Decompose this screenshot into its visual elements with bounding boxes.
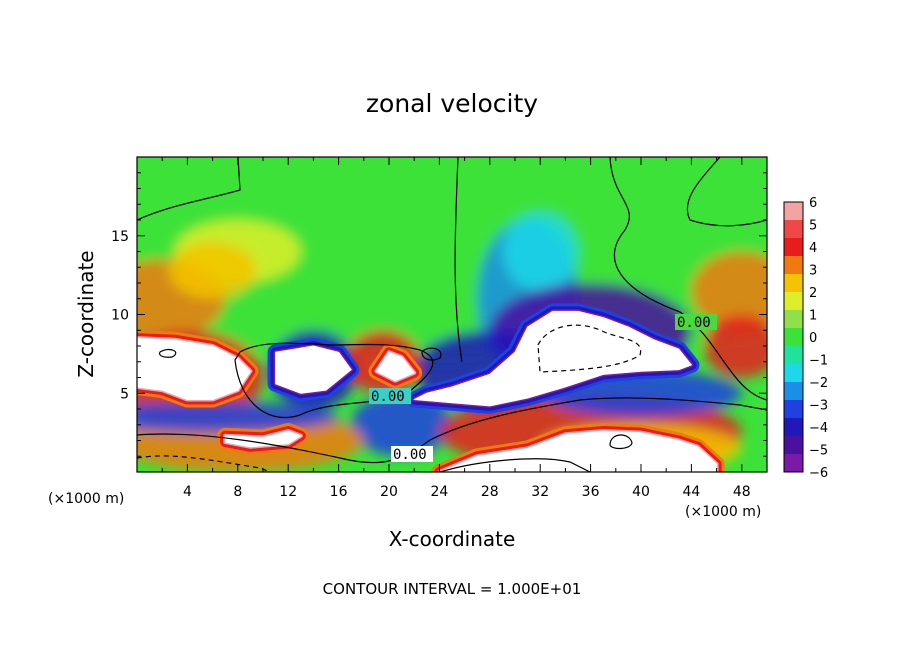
colorbar-tick-label: −4 [809, 421, 828, 436]
colorbar-swatch [784, 220, 803, 239]
colorbar-swatch [784, 256, 803, 275]
field-blob [351, 393, 452, 457]
contour-line [137, 157, 241, 221]
contour-label-bg [675, 314, 717, 330]
contour-line [537, 324, 642, 373]
saturated-region [375, 351, 415, 382]
colorbar-swatch [784, 454, 803, 473]
saturated-region [413, 310, 692, 407]
colorbar-tick-label: 2 [809, 286, 817, 301]
contour-line [421, 347, 442, 361]
colorbar-tick-label: −3 [809, 399, 828, 414]
colorbar-swatch [784, 238, 803, 257]
colorbar-swatch [784, 202, 803, 221]
colorbar-tick-label: −2 [809, 376, 828, 391]
contour-label: 0.00 [677, 315, 711, 331]
colorbar-tick-label: −6 [809, 466, 828, 481]
x-tick-label: 4 [183, 484, 192, 500]
contour-line [234, 342, 434, 419]
colorbar-tick-label: −5 [809, 444, 828, 459]
field-blob [137, 157, 767, 362]
y-tick-label: 10 [111, 308, 129, 324]
x-axis-label: X-coordinate [389, 527, 516, 551]
x-tick-label: 48 [733, 484, 751, 500]
field-blob [704, 314, 767, 378]
y-tick-label: 15 [111, 229, 129, 245]
contour-line [159, 348, 177, 358]
colorbar-frame [783, 201, 804, 473]
field-blob [502, 212, 578, 291]
contour-line [686, 157, 767, 227]
field-blob [691, 251, 767, 331]
x-tick-label: 44 [682, 484, 700, 500]
colorbar-swatch [784, 418, 803, 437]
y-tick-label: 5 [120, 386, 129, 402]
contour-line [137, 397, 767, 464]
contour-line [609, 157, 767, 401]
colorbar-swatch [784, 328, 803, 347]
y-unit-label: (×1000 m) [48, 491, 124, 507]
y-axis-label: Z-coordinate [74, 250, 98, 377]
colorbar-swatch [784, 346, 803, 365]
colorbar-tick-label: 4 [809, 241, 817, 256]
contour-line [609, 434, 633, 450]
contour-line [439, 458, 591, 472]
x-tick-label: 16 [330, 484, 348, 500]
contour-label-bg [391, 446, 433, 462]
colorbar-tick-label: 1 [809, 309, 817, 324]
colorbar-swatch [784, 436, 803, 455]
x-tick-label: 40 [632, 484, 650, 500]
x-tick-label: 32 [531, 484, 549, 500]
saturated-region [137, 337, 251, 401]
colorbar-swatch [784, 310, 803, 329]
contour-interval-note: CONTOUR INTERVAL = 1.000E+01 [323, 580, 582, 598]
x-tick-label: 8 [233, 484, 242, 500]
x-unit-label: (×1000 m) [685, 504, 761, 520]
chart-title: zonal velocity [366, 89, 538, 118]
colorbar-swatch [784, 292, 803, 311]
colorbar-tick-label: 0 [809, 331, 817, 346]
colorbar-tick-label: 5 [809, 219, 817, 234]
saturated-region [224, 430, 302, 448]
colorbar-tick-label: 6 [809, 196, 817, 211]
colorbar-tick-label: −1 [809, 354, 828, 369]
colorbar-swatch [784, 274, 803, 293]
colorbar-swatch [784, 400, 803, 419]
field-blob [168, 242, 257, 299]
x-tick-label: 36 [582, 484, 600, 500]
contour-label: 0.00 [393, 447, 427, 463]
x-tick-label: 20 [380, 484, 398, 500]
colorbar-swatch [784, 382, 803, 401]
contour-label: 0.00 [371, 389, 405, 405]
x-tick-label: 12 [279, 484, 297, 500]
x-tick-label: 24 [430, 484, 448, 500]
zero-contours [137, 157, 767, 472]
velocity-field: 0.00 0.00 0.00 [137, 157, 767, 472]
colorbar: 6 5 4 3 2 1 0 −1 −2 −3 −4 −5 −6 [783, 196, 828, 481]
colorbar-tick-label: 3 [809, 264, 817, 279]
saturated-region [438, 430, 718, 472]
x-tick-label: 28 [481, 484, 499, 500]
colorbar-swatch [784, 364, 803, 383]
contour-line [454, 157, 463, 363]
contour-line [137, 455, 271, 472]
saturated-region [275, 345, 352, 394]
contour-label-bg [369, 388, 411, 404]
